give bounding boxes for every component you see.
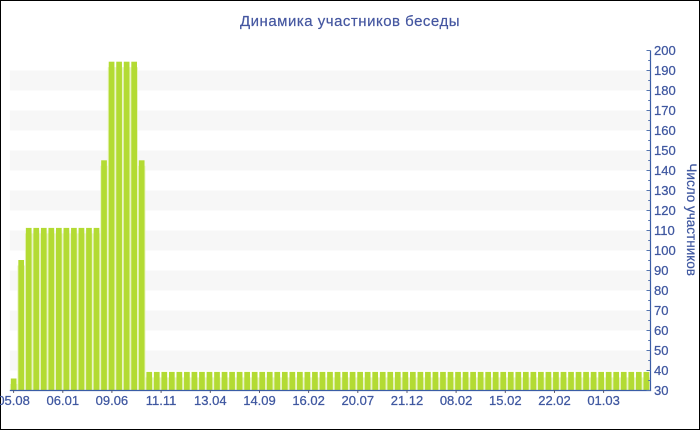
svg-text:09.06: 09.06 (96, 393, 129, 408)
svg-text:01.03: 01.03 (587, 393, 620, 408)
svg-text:22.02: 22.02 (538, 393, 571, 408)
svg-text:50: 50 (654, 343, 668, 358)
svg-text:190: 190 (654, 63, 676, 78)
svg-text:200: 200 (654, 43, 676, 58)
svg-text:Динамика участников беседы: Динамика участников беседы (240, 13, 460, 30)
svg-text:14.09: 14.09 (243, 393, 276, 408)
svg-text:140: 140 (654, 163, 676, 178)
svg-text:30: 30 (654, 383, 668, 398)
svg-text:06.01: 06.01 (47, 393, 80, 408)
svg-text:60: 60 (654, 323, 668, 338)
svg-text:160: 160 (654, 123, 676, 138)
svg-text:Число участников: Число участников (684, 163, 699, 276)
svg-text:13.04: 13.04 (194, 393, 227, 408)
svg-text:08.02: 08.02 (440, 393, 473, 408)
svg-text:40: 40 (654, 363, 668, 378)
svg-text:130: 130 (654, 183, 676, 198)
svg-text:170: 170 (654, 103, 676, 118)
svg-text:150: 150 (654, 143, 676, 158)
svg-text:15.02: 15.02 (489, 393, 522, 408)
svg-text:120: 120 (654, 203, 676, 218)
svg-text:11.11: 11.11 (146, 393, 177, 408)
svg-text:90: 90 (654, 263, 668, 278)
svg-text:80: 80 (654, 283, 668, 298)
svg-text:100: 100 (654, 243, 676, 258)
svg-text:05.08: 05.08 (0, 393, 30, 408)
svg-text:21.12: 21.12 (391, 393, 424, 408)
svg-text:110: 110 (654, 223, 675, 238)
svg-text:70: 70 (654, 303, 668, 318)
svg-text:16.02: 16.02 (292, 393, 325, 408)
svg-text:180: 180 (654, 83, 676, 98)
svg-text:20.07: 20.07 (342, 393, 375, 408)
